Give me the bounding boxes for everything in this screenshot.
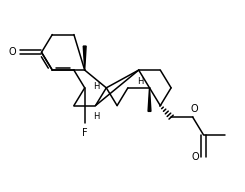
Text: O: O [190, 103, 198, 113]
Text: F: F [82, 128, 87, 138]
Text: O: O [9, 47, 16, 57]
Text: H: H [93, 82, 99, 91]
Text: H: H [137, 77, 143, 86]
Polygon shape [83, 46, 86, 70]
Text: H: H [94, 112, 100, 121]
Polygon shape [148, 88, 151, 111]
Text: O: O [192, 152, 199, 162]
